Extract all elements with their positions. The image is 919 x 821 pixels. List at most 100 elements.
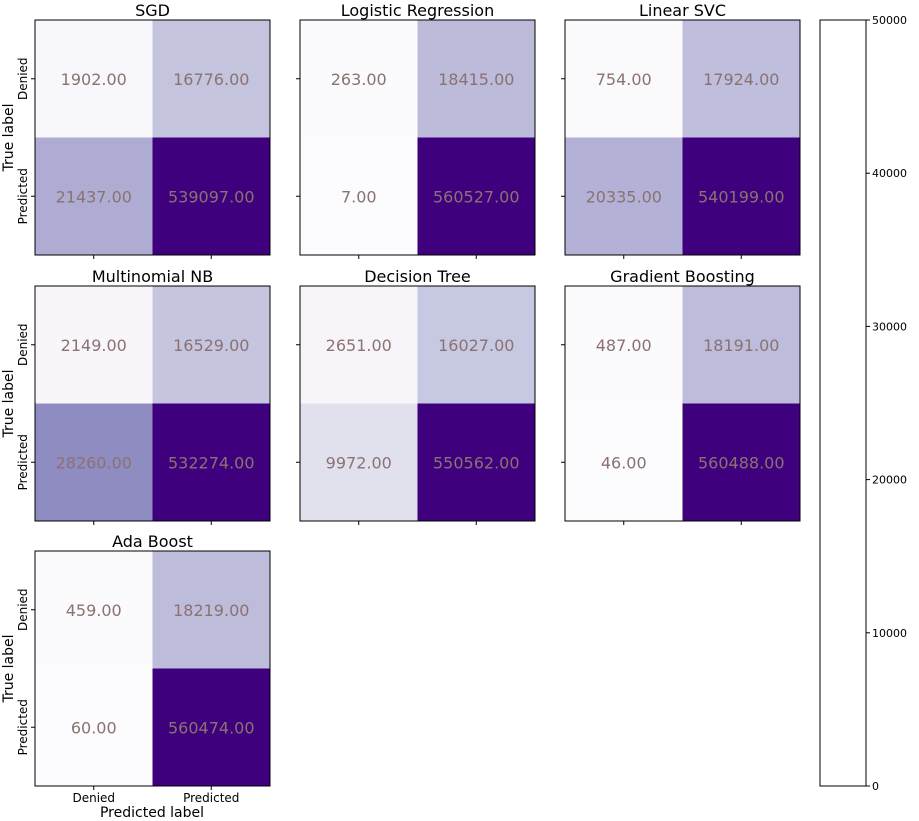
cell-value-label: 1902.00 — [61, 70, 127, 89]
matrix-cell — [35, 286, 153, 404]
y-tick-label: Predicted — [16, 434, 30, 490]
colorbar-tick-label: 0 — [872, 780, 879, 793]
matrix-cell — [565, 403, 683, 521]
panel-title: Multinomial NB — [92, 267, 213, 286]
cell-value-label: 754.00 — [596, 70, 652, 89]
matrix-cell — [152, 137, 270, 255]
cell-value-label: 16529.00 — [173, 336, 249, 355]
x-tick-label: Denied — [72, 791, 115, 805]
panel-multinomial-nb: Multinomial NB 2149.00 16529.00 28260.00 532… — [1, 267, 271, 525]
colorbar-gradient — [819, 19, 867, 787]
cell-value-label: 2651.00 — [326, 336, 392, 355]
cell-value-label: 550562.00 — [433, 453, 520, 472]
colorbar-ticks: 0 10000 20000 30000 40000 50000 — [866, 14, 907, 793]
matrix-cell — [35, 551, 153, 669]
matrix-cell — [417, 286, 535, 404]
matrix-cell — [417, 20, 535, 138]
panel-frame — [299, 285, 536, 522]
cell-value-label: 20335.00 — [586, 187, 662, 206]
panel-gradient-boosting: Gradient Boosting 487.00 18191.00 46.00 5604… — [561, 267, 801, 525]
cell-value-label: 17924.00 — [703, 70, 779, 89]
panel-decision-tree: Decision Tree 2651.00 16027.00 9972.00 55056… — [296, 267, 536, 525]
cell-value-label: 2149.00 — [61, 336, 127, 355]
panel-logistic-regression: Logistic Regression 263.00 18415.00 7.00 560… — [296, 1, 536, 259]
cell-value-label: 16776.00 — [173, 70, 249, 89]
colorbar: 0 10000 20000 30000 40000 50000 — [819, 14, 907, 793]
matrix-cell — [565, 20, 683, 138]
matrix-cell — [300, 286, 418, 404]
cell-value-label: 18191.00 — [703, 336, 779, 355]
matrix-cell — [152, 551, 270, 669]
panel-frame — [564, 285, 801, 522]
matrix-cell — [35, 668, 153, 786]
cell-value-label: 487.00 — [596, 336, 652, 355]
colorbar-tick-label: 20000 — [872, 474, 907, 487]
matrix-cell — [152, 20, 270, 138]
x-tick-label: Predicted — [183, 791, 239, 805]
panel-ada-boost: Ada Boost 459.00 18219.00 60.00 560474.00 Den… — [1, 532, 271, 805]
cell-value-label: 459.00 — [66, 601, 122, 620]
colorbar-tick-label: 50000 — [872, 14, 907, 27]
panel-title: SGD — [135, 1, 170, 20]
colorbar-tick-label: 10000 — [872, 627, 907, 640]
panel-title: Ada Boost — [112, 532, 193, 551]
matrix-cell — [152, 668, 270, 786]
panel-title: Decision Tree — [364, 267, 471, 286]
cell-value-label: 28260.00 — [56, 453, 132, 472]
matrix-cell — [565, 286, 683, 404]
colorbar-tick-label: 30000 — [872, 320, 907, 333]
cell-value-label: 18415.00 — [438, 70, 514, 89]
y-tick-label: Denied — [16, 323, 30, 366]
y-axis-title: True label — [1, 369, 17, 438]
panel-frame — [299, 19, 536, 256]
matrix-cell — [565, 137, 683, 255]
y-tick-label: Denied — [16, 588, 30, 631]
cell-value-label: 21437.00 — [56, 187, 132, 206]
panel-frame — [564, 19, 801, 256]
matrix-cell — [682, 137, 800, 255]
y-tick-label: Denied — [16, 57, 30, 100]
matrix-cell — [682, 403, 800, 521]
cell-value-label: 560527.00 — [433, 187, 520, 206]
cell-value-label: 532274.00 — [168, 453, 255, 472]
matrix-cell — [300, 403, 418, 521]
y-axis-title: True label — [1, 103, 17, 172]
matrix-panels: SGD 1902.00 16776.00 21437.00 539097.00 Denie… — [1, 1, 801, 805]
panel-title: Gradient Boosting — [610, 267, 755, 286]
matrix-cell — [682, 20, 800, 138]
cell-value-label: 560488.00 — [698, 453, 785, 472]
cell-value-label: 263.00 — [331, 70, 387, 89]
cell-value-label: 7.00 — [341, 187, 377, 206]
panel-linear-svc: Linear SVC 754.00 17924.00 20335.00 540199.0… — [561, 1, 801, 259]
cell-value-label: 16027.00 — [438, 336, 514, 355]
cell-value-label: 18219.00 — [173, 601, 249, 620]
panel-title: Logistic Regression — [341, 1, 494, 20]
cell-value-label: 539097.00 — [168, 187, 255, 206]
matrix-cell — [417, 137, 535, 255]
panel-title: Linear SVC — [639, 1, 726, 20]
panel-frame — [34, 285, 271, 522]
x-axis-title: Predicted label — [100, 805, 204, 821]
matrix-cell — [152, 403, 270, 521]
colorbar-tick-label: 40000 — [872, 167, 907, 180]
matrix-cell — [300, 137, 418, 255]
y-tick-label: Predicted — [16, 699, 30, 755]
panel-sgd: SGD 1902.00 16776.00 21437.00 539097.00 Denie… — [1, 1, 271, 259]
matrix-cell — [682, 286, 800, 404]
panel-frame — [34, 550, 271, 787]
cell-value-label: 560474.00 — [168, 718, 255, 737]
cell-value-label: 9972.00 — [326, 453, 392, 472]
matrix-cell — [35, 20, 153, 138]
matrix-cell — [152, 286, 270, 404]
cell-value-label: 60.00 — [71, 718, 117, 737]
matrix-cell — [417, 403, 535, 521]
matrix-cell — [35, 137, 153, 255]
cell-value-label: 540199.00 — [698, 187, 785, 206]
y-tick-label: Predicted — [16, 168, 30, 224]
matrix-cell — [300, 20, 418, 138]
cell-value-label: 46.00 — [601, 453, 647, 472]
y-axis-title: True label — [1, 634, 17, 703]
panel-frame — [34, 19, 271, 256]
matrix-cell — [35, 403, 153, 521]
